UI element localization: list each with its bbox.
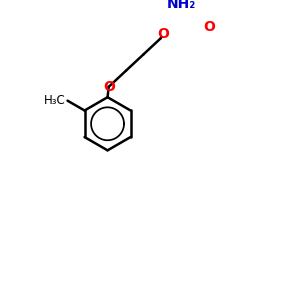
Text: H₃C: H₃C bbox=[44, 94, 66, 107]
Text: O: O bbox=[103, 80, 115, 94]
Text: O: O bbox=[204, 20, 216, 34]
Text: O: O bbox=[157, 27, 169, 41]
Text: NH₂: NH₂ bbox=[167, 0, 196, 11]
